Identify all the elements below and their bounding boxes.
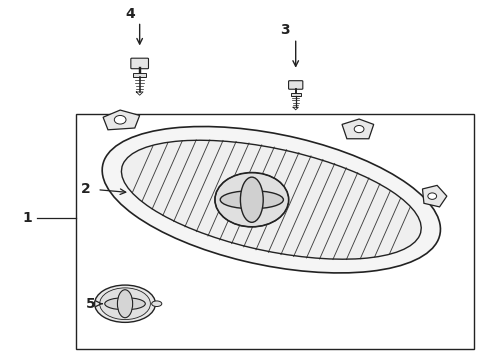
Ellipse shape — [117, 290, 132, 318]
Text: 2: 2 — [81, 182, 91, 196]
Bar — [290, 93, 300, 96]
Circle shape — [353, 126, 363, 133]
Bar — [133, 73, 145, 77]
Text: 1: 1 — [22, 211, 32, 225]
Ellipse shape — [215, 172, 288, 227]
Ellipse shape — [220, 191, 283, 209]
FancyBboxPatch shape — [288, 81, 302, 89]
Text: 4: 4 — [125, 7, 135, 21]
Polygon shape — [422, 185, 446, 207]
Ellipse shape — [151, 301, 162, 306]
Circle shape — [114, 116, 126, 124]
Text: 5: 5 — [86, 297, 96, 311]
FancyBboxPatch shape — [131, 58, 148, 69]
Ellipse shape — [104, 298, 145, 310]
Polygon shape — [103, 110, 140, 130]
Ellipse shape — [102, 126, 440, 273]
Bar — [76, 114, 473, 348]
Ellipse shape — [121, 140, 420, 259]
Circle shape — [427, 193, 436, 199]
Polygon shape — [341, 119, 373, 139]
Ellipse shape — [240, 177, 263, 222]
Text: 3: 3 — [279, 23, 289, 37]
Ellipse shape — [94, 285, 155, 322]
Ellipse shape — [100, 288, 150, 320]
